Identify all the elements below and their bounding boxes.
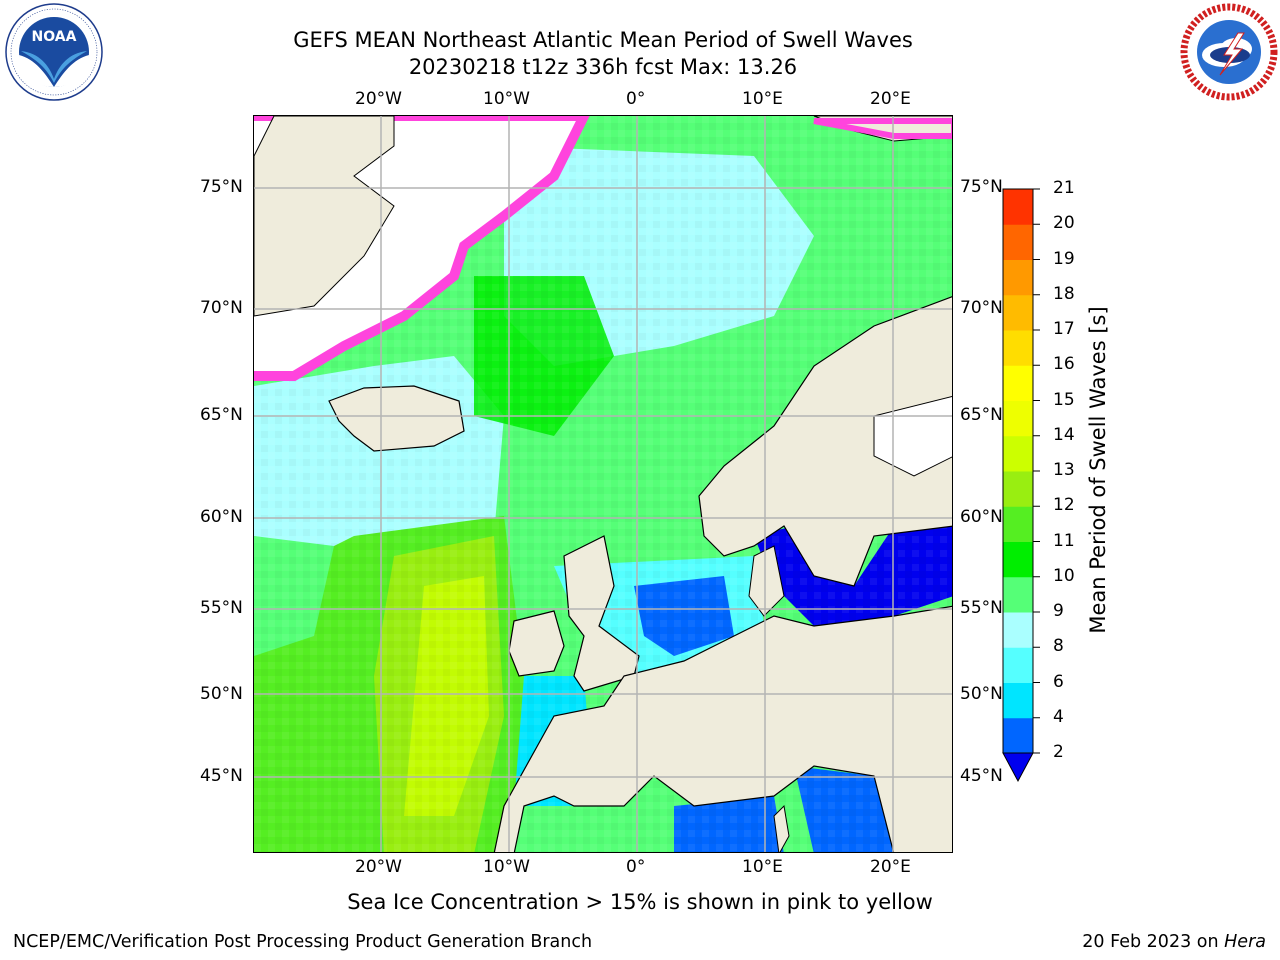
lat-label-left: 50°N bbox=[200, 684, 243, 704]
colorbar-segment bbox=[1003, 471, 1033, 507]
colorbar-segment bbox=[1003, 224, 1033, 260]
colorbar-tick-label: 8 bbox=[1053, 636, 1064, 657]
lat-label-left: 75°N bbox=[200, 177, 243, 197]
colorbar-tick-label: 15 bbox=[1053, 389, 1075, 410]
colorbar-tick-label: 2 bbox=[1053, 742, 1064, 762]
colorbar-segment bbox=[1003, 435, 1033, 472]
colorbar-tick-label: 20 bbox=[1053, 213, 1075, 234]
colorbar-segment bbox=[1003, 294, 1033, 331]
colorbar-segment bbox=[1003, 365, 1033, 401]
lat-label-right: 75°N bbox=[960, 177, 1003, 197]
producer-credit: NCEP/EMC/Verification Post Processing Pr… bbox=[13, 932, 593, 952]
colorbar-tick-label: 16 bbox=[1053, 354, 1075, 375]
lon-label-top: 10°E bbox=[742, 89, 783, 109]
colorbar-tick-label: 21 bbox=[1053, 178, 1075, 198]
lat-label-left: 65°N bbox=[200, 405, 243, 425]
colorbar-segment bbox=[1003, 647, 1033, 683]
lon-label-bottom: 20°E bbox=[870, 857, 911, 877]
colorbar-segment bbox=[1003, 506, 1033, 542]
lat-label-left: 55°N bbox=[200, 598, 243, 618]
host-name: Hera bbox=[1224, 932, 1266, 952]
colorbar-tick-label: 10 bbox=[1053, 565, 1075, 586]
swell-period-map bbox=[254, 116, 952, 852]
lat-label-right: 45°N bbox=[960, 766, 1003, 786]
colorbar-tick-label: 6 bbox=[1053, 671, 1064, 692]
lon-label-bottom: 10°W bbox=[483, 857, 530, 877]
colorbar bbox=[1002, 188, 1040, 783]
colorbar-segment bbox=[1003, 717, 1033, 754]
lon-label-top: 10°W bbox=[483, 89, 530, 109]
graticule bbox=[254, 116, 952, 852]
lat-label-right: 65°N bbox=[960, 405, 1003, 425]
sea-ice-caption: Sea Ice Concentration > 15% is shown in … bbox=[0, 890, 1280, 914]
colorbar-segment bbox=[1003, 541, 1033, 578]
map-panel bbox=[253, 115, 953, 853]
lon-label-top: 0° bbox=[626, 89, 646, 109]
colorbar-segment bbox=[1003, 330, 1033, 366]
colorbar-tick-label: 17 bbox=[1053, 319, 1075, 339]
colorbar-tick-label: 9 bbox=[1053, 601, 1064, 621]
lat-label-right: 60°N bbox=[960, 507, 1003, 527]
lon-label-bottom: 20°W bbox=[355, 857, 402, 877]
noaa-logo: NOAA bbox=[5, 3, 103, 101]
colorbar-segment bbox=[1003, 259, 1033, 296]
colorbar-segment bbox=[1003, 189, 1033, 225]
lat-label-left: 45°N bbox=[200, 766, 243, 786]
nws-logo bbox=[1180, 3, 1278, 101]
lat-label-left: 60°N bbox=[200, 507, 243, 527]
colorbar-label: Mean Period of Swell Waves [s] bbox=[1086, 306, 1110, 634]
map-title: GEFS MEAN Northeast Atlantic Mean Period… bbox=[293, 28, 913, 52]
lon-label-bottom: 0° bbox=[626, 857, 646, 877]
colorbar-tick-label: 11 bbox=[1053, 530, 1075, 551]
lon-label-bottom: 10°E bbox=[742, 857, 783, 877]
colorbar-segment bbox=[1003, 682, 1033, 719]
lat-label-left: 70°N bbox=[200, 298, 243, 318]
colorbar-tick-label: 12 bbox=[1053, 495, 1075, 516]
generation-date: 20 Feb 2023 on Hera bbox=[1082, 932, 1266, 952]
colorbar-segment bbox=[1003, 400, 1033, 437]
lat-label-right: 55°N bbox=[960, 598, 1003, 618]
sea-ice-caption-text: Sea Ice Concentration > 15% is shown in … bbox=[347, 890, 933, 914]
colorbar-tick-label: 19 bbox=[1053, 248, 1075, 269]
colorbar-tick-label: 4 bbox=[1053, 706, 1064, 727]
map-subtitle: 20230218 t12z 336h fcst Max: 13.26 bbox=[408, 55, 798, 79]
colorbar-tick-label: 18 bbox=[1053, 283, 1075, 304]
lat-label-right: 50°N bbox=[960, 684, 1003, 704]
colorbar-segment bbox=[1003, 612, 1033, 648]
generation-date-text: 20 Feb 2023 on bbox=[1082, 932, 1225, 952]
colorbar-tick-label: 13 bbox=[1053, 460, 1075, 480]
colorbar-under-arrow bbox=[1002, 752, 1034, 783]
lon-label-top: 20°W bbox=[355, 89, 402, 109]
lat-label-right: 70°N bbox=[960, 298, 1003, 318]
lon-label-top: 20°E bbox=[870, 89, 911, 109]
svg-text:NOAA: NOAA bbox=[32, 29, 77, 45]
colorbar-segment bbox=[1003, 576, 1033, 613]
colorbar-tick-label: 14 bbox=[1053, 424, 1075, 445]
